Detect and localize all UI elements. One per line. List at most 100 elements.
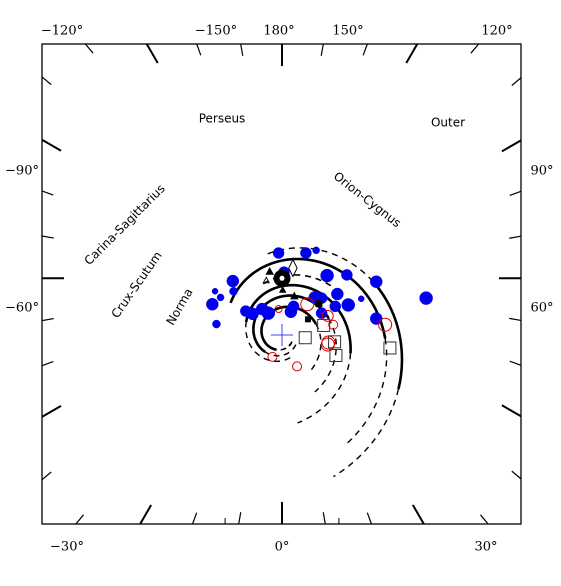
- point-filled-circle-24: [246, 307, 259, 321]
- azimuth-tick-70: [41, 360, 54, 367]
- azimuth-tick-320: [479, 514, 489, 525]
- top-tick-label-4: 120°: [481, 24, 512, 39]
- point-open-circle-7: [292, 361, 303, 372]
- top-tick-label-1: −150°: [195, 24, 237, 39]
- top-tick-label-2: 180°: [263, 24, 294, 39]
- point-filled-circle-25: [315, 307, 328, 319]
- azimuth-tick-50: [41, 471, 52, 481]
- bottom-tick-label-2: 30°: [474, 540, 497, 555]
- point-open-triangle-0: [262, 276, 271, 284]
- arm-label-outer: Outer: [431, 116, 465, 130]
- point-filled-circle-9: [229, 287, 238, 296]
- azimuth-tick-170: [240, 43, 244, 56]
- arm-crux-scutum-dashed-0: [264, 344, 297, 357]
- azimuth-tick-150: [145, 43, 159, 64]
- point-filled-triangle-2: [278, 285, 287, 293]
- sun-marker-dot: [279, 275, 285, 281]
- azimuth-tick-60: [41, 405, 62, 418]
- azimuth-tick-100: [41, 235, 54, 239]
- arm-norma-dashed-1: [276, 341, 293, 351]
- point-open-circle-8: [274, 305, 283, 314]
- arm-orion-cygnus-dashed: [262, 274, 332, 287]
- azimuth-tick-240: [501, 139, 522, 153]
- azimuth-ticks: [41, 43, 522, 525]
- bottom-tick-label-1: 0°: [275, 540, 290, 555]
- azimuth-tick-230: [511, 77, 522, 86]
- azimuth-tick-140: [84, 43, 94, 54]
- point-filled-circle-6: [226, 274, 240, 288]
- point-open-square-1: [298, 331, 312, 345]
- azimuth-tick-210: [405, 43, 419, 64]
- azimuth-tick-280: [509, 317, 522, 322]
- azimuth-tick-110: [41, 190, 54, 196]
- point-filled-square-0: [315, 300, 323, 308]
- point-open-square-4: [329, 348, 343, 362]
- point-filled-circle-27: [212, 319, 221, 329]
- azimuth-tick-260: [509, 235, 522, 239]
- point-filled-circle-14: [357, 295, 365, 303]
- point-filled-circle-3: [320, 268, 334, 283]
- top-tick-label-3: 150°: [332, 24, 363, 39]
- azimuth-tick-340: [366, 512, 372, 525]
- point-open-circle-3: [328, 319, 339, 330]
- point-filled-circle-11: [331, 287, 344, 301]
- point-filled-circle-18: [329, 300, 342, 313]
- point-filled-circle-2: [312, 246, 320, 255]
- arm-carina-sagittarius-dashed-1: [297, 353, 352, 424]
- point-filled-circle-22: [261, 306, 276, 320]
- tick-labels: −30° 0° 30° −120° −150° 180° 150° 120° −90° −60° 9…: [5, 24, 553, 555]
- arm-carina-sagittarius-dashed-0: [245, 322, 291, 362]
- point-filled-triangle-1: [290, 291, 299, 300]
- azimuth-tick-120: [41, 138, 62, 152]
- point-filled-square-1: [304, 316, 311, 323]
- azimuth-tick-190: [320, 43, 324, 56]
- azimuth-tick-290: [509, 360, 522, 366]
- azimuth-tick-10: [238, 512, 242, 525]
- point-open-circle-1: [321, 309, 334, 322]
- point-open-circle-2: [378, 317, 393, 332]
- azimuth-tick-350: [322, 512, 326, 525]
- azimuth-tick-300: [501, 404, 522, 418]
- point-filled-circle-8: [211, 288, 219, 295]
- point-open-circle-5: [320, 337, 335, 352]
- azimuth-tick-310: [511, 470, 522, 480]
- azimuth-tick-80: [41, 317, 54, 322]
- arm-carina-sagittarius-solid-0: [244, 283, 352, 354]
- point-filled-circle-17: [341, 298, 356, 312]
- azimuth-tick-40: [75, 514, 85, 525]
- right-tick-label-1: 60°: [530, 301, 553, 316]
- azimuth-tick-330: [411, 504, 425, 525]
- azimuth-tick-220: [470, 43, 480, 54]
- arm-label-perseus: Perseus: [199, 112, 246, 126]
- right-tick-label-0: 90°: [530, 164, 553, 179]
- top-tick-label-0: −120°: [41, 24, 83, 39]
- point-open-circle-0: [300, 297, 315, 312]
- point-filled-triangle-0: [265, 267, 274, 275]
- arm-outer-solid-0: [372, 281, 404, 390]
- azimuth-tick-30: [139, 504, 153, 525]
- spiral-arms: [229, 247, 404, 478]
- sun-and-center-markers: [271, 269, 293, 346]
- point-filled-circle-0: [272, 247, 285, 259]
- point-open-circle-6: [267, 351, 278, 362]
- arm-outer-dashed-1: [333, 389, 400, 478]
- bottom-tick-label-0: −30°: [50, 540, 84, 555]
- point-filled-circle-16: [206, 298, 219, 311]
- point-filled-circle-5: [370, 275, 383, 288]
- point-filled-circle-26: [370, 312, 383, 325]
- point-filled-circle-10: [216, 293, 225, 302]
- arm-perseus-solid-0: [229, 257, 387, 339]
- point-filled-circle-4: [341, 269, 353, 281]
- point-filled-circle-23: [284, 305, 298, 319]
- point-filled-circle-1: [300, 247, 312, 259]
- azimuth-tick-160: [196, 43, 202, 56]
- point-open-square-0: [317, 318, 331, 332]
- azimuth-tick-130: [41, 76, 52, 86]
- point-open-diamond-0: [288, 258, 298, 278]
- azimuth-tick-20: [192, 512, 198, 525]
- point-open-square-3: [383, 341, 397, 355]
- point-open-square-2: [328, 335, 342, 349]
- arm-perseus-dashed-0: [344, 338, 388, 446]
